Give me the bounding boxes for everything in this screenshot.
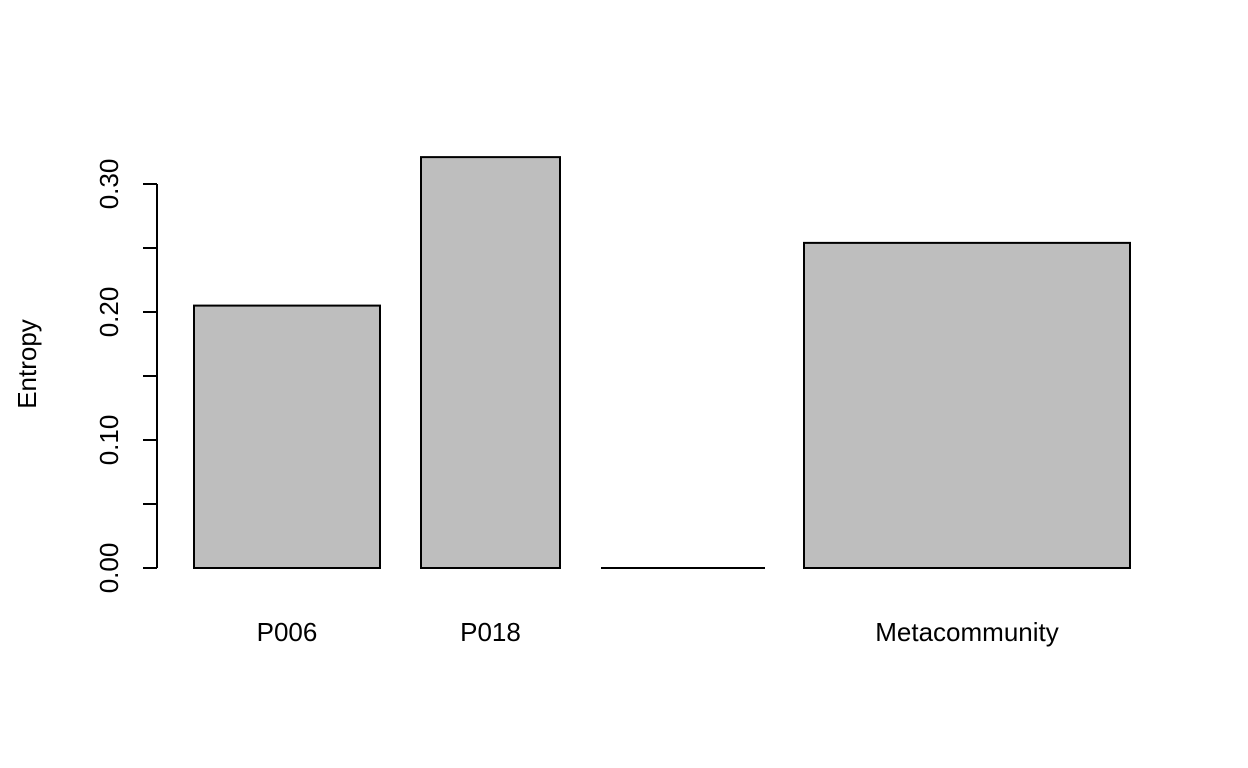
y-tick-label-2: 0.10 [94, 415, 124, 466]
y-axis-label: Entropy [12, 319, 42, 409]
bars-group [193, 156, 1131, 569]
x-category-label-1: P018 [460, 617, 521, 647]
bar-3 [803, 241, 1131, 569]
bar-0 [193, 304, 381, 569]
x-axis-labels: P006 P018 Metacommunity [257, 617, 1059, 647]
y-tick-label-6: 0.30 [94, 159, 124, 210]
x-category-label-0: P006 [257, 617, 318, 647]
y-tick-label-0: 0.00 [94, 543, 124, 594]
x-category-label-3: Metacommunity [875, 617, 1059, 647]
bar-1 [420, 156, 561, 569]
y-axis: 0.00 0.10 0.20 0.30 [94, 159, 158, 594]
y-tick-label-4: 0.20 [94, 287, 124, 338]
